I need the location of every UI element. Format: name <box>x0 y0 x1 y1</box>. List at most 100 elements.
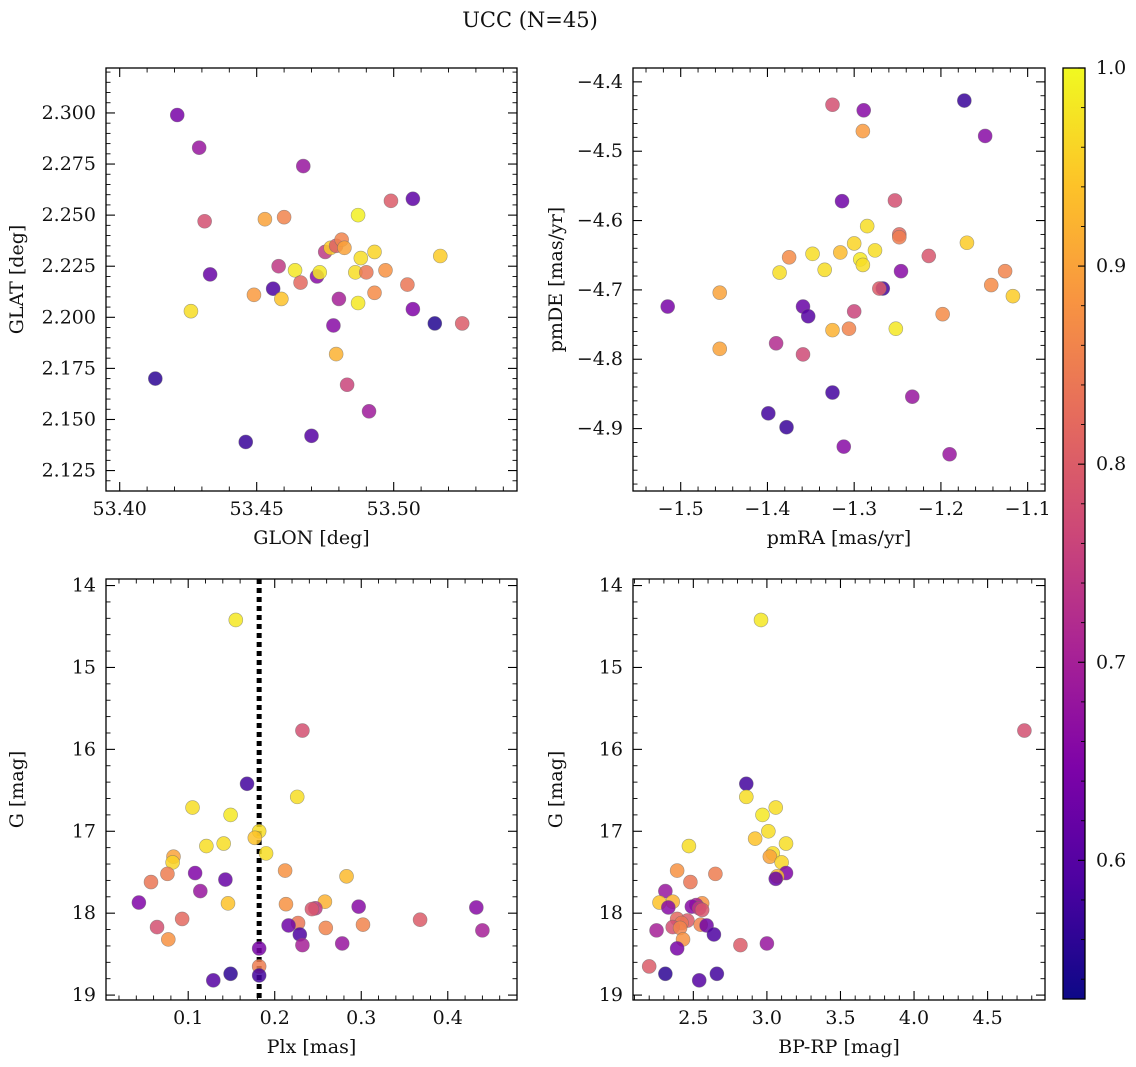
x-tick-label: 2.5 <box>678 1007 708 1029</box>
scatter-point <box>959 235 975 251</box>
scatter-point <box>800 308 816 324</box>
colorbar-tick-label: 0.6 <box>1096 849 1126 871</box>
scatter-point <box>218 872 233 887</box>
figure-title: UCC (N=45) <box>462 8 598 32</box>
scatter-point <box>469 900 484 915</box>
scatter-point <box>247 830 263 846</box>
scatter-point <box>649 923 664 938</box>
scatter-point <box>825 97 840 113</box>
scatter-point <box>339 869 354 884</box>
scatter-point <box>160 932 176 947</box>
scatter-point <box>825 322 840 338</box>
y-tick-label: 18 <box>599 902 623 924</box>
y-tick-label: 15 <box>72 656 96 678</box>
scatter-point <box>805 246 820 262</box>
x-tick-label: 3.5 <box>825 1007 855 1029</box>
x-tick-label: 0.2 <box>260 1007 290 1029</box>
scatter-point <box>148 371 163 386</box>
scatter-point <box>432 248 448 264</box>
scatter-point <box>318 920 334 936</box>
x-tick-label: 4.5 <box>973 1007 1003 1029</box>
scatter-point <box>351 899 366 914</box>
scatter-point <box>891 229 907 245</box>
x-axis-label: pmRA [mas/yr] <box>767 527 911 549</box>
scatter-point <box>293 275 308 290</box>
y-tick-label: 2.200 <box>42 306 96 328</box>
y-tick-label: 14 <box>599 575 623 597</box>
scatter-point <box>287 263 303 278</box>
scatter-point <box>475 923 490 938</box>
scatter-point <box>278 896 294 912</box>
scatter-point <box>904 389 920 404</box>
scatter-point <box>658 883 673 899</box>
scatter-point <box>277 863 293 878</box>
panels: 53.40 53.45 53.50 2.125 2.150 2.175 2.200 2.225… <box>6 67 1051 1058</box>
scatter-point <box>454 316 470 331</box>
scatter-point <box>921 248 937 264</box>
scatter-point <box>400 277 415 292</box>
x-axis-label: Plx [mas] <box>267 1036 357 1058</box>
scatter-point <box>383 193 399 209</box>
scatter-point <box>738 776 754 792</box>
scatter-point <box>367 285 382 301</box>
scatter-point <box>339 377 355 393</box>
points <box>641 612 1032 988</box>
y-axis-label: GLAT [deg] <box>6 225 28 335</box>
scatter-point <box>781 250 797 265</box>
y-tick-label: 2.125 <box>42 460 96 482</box>
scatter-point <box>712 285 728 300</box>
scatter-point <box>738 789 754 805</box>
scatter-point <box>836 439 852 454</box>
colorbar-tick-label: 1.0 <box>1096 57 1126 79</box>
colorbar-tick-label: 0.9 <box>1096 255 1126 277</box>
scatter-point <box>761 823 776 839</box>
scatter-point <box>778 836 794 851</box>
x-tick-label: 53.50 <box>366 498 420 520</box>
scatter-point <box>795 347 811 362</box>
x-tick-label: 0.3 <box>346 1007 376 1029</box>
y-axis-label: pmDE [mas/yr] <box>545 207 567 352</box>
scatter-point <box>276 209 292 225</box>
y-tick-label: 14 <box>72 575 96 597</box>
y-tick-label: −4.8 <box>577 348 623 370</box>
scatter-point <box>281 918 296 933</box>
scatter-point <box>143 874 159 890</box>
scatter-point <box>772 265 787 280</box>
x-tick-label: 53.40 <box>92 498 146 520</box>
scatter-point <box>228 612 244 628</box>
scatter-point <box>712 341 728 357</box>
scatter-point <box>258 846 274 861</box>
x-tick-label: −1.5 <box>658 498 704 520</box>
colorbar-tick-label: 0.7 <box>1096 651 1126 673</box>
scatter-point <box>223 807 238 823</box>
scatter-point <box>846 236 862 251</box>
scatter-point <box>191 140 207 155</box>
scatter-point <box>304 428 319 444</box>
x-tick-label: 3.0 <box>752 1007 782 1029</box>
scatter-point <box>887 193 903 208</box>
scatter-point <box>957 93 972 108</box>
scatter-point <box>202 267 218 282</box>
scatter-point <box>220 896 236 911</box>
scatter-point <box>185 800 200 815</box>
y-tick-label: 2.275 <box>42 153 96 175</box>
y-tick-label: 2.150 <box>42 408 96 430</box>
scatter-point <box>762 849 778 864</box>
scatter-point <box>855 257 871 273</box>
scatter-point <box>942 446 957 462</box>
scatter-point <box>361 404 377 419</box>
y-tick-label: −4.7 <box>577 279 623 301</box>
scatter-point <box>859 218 875 234</box>
x-tick-label: 0.1 <box>173 1007 203 1029</box>
scatter-point <box>841 321 857 337</box>
scatter-point <box>337 240 352 256</box>
scatter-point <box>683 874 698 890</box>
y-tick-label: −4.5 <box>577 140 623 162</box>
scatter-point <box>753 612 769 628</box>
plot-frame <box>632 578 1046 1001</box>
y-axis-label: G [mag] <box>6 751 28 829</box>
scatter-point <box>405 191 421 207</box>
scatter-point <box>187 865 203 881</box>
y-tick-label: 2.225 <box>42 255 96 277</box>
